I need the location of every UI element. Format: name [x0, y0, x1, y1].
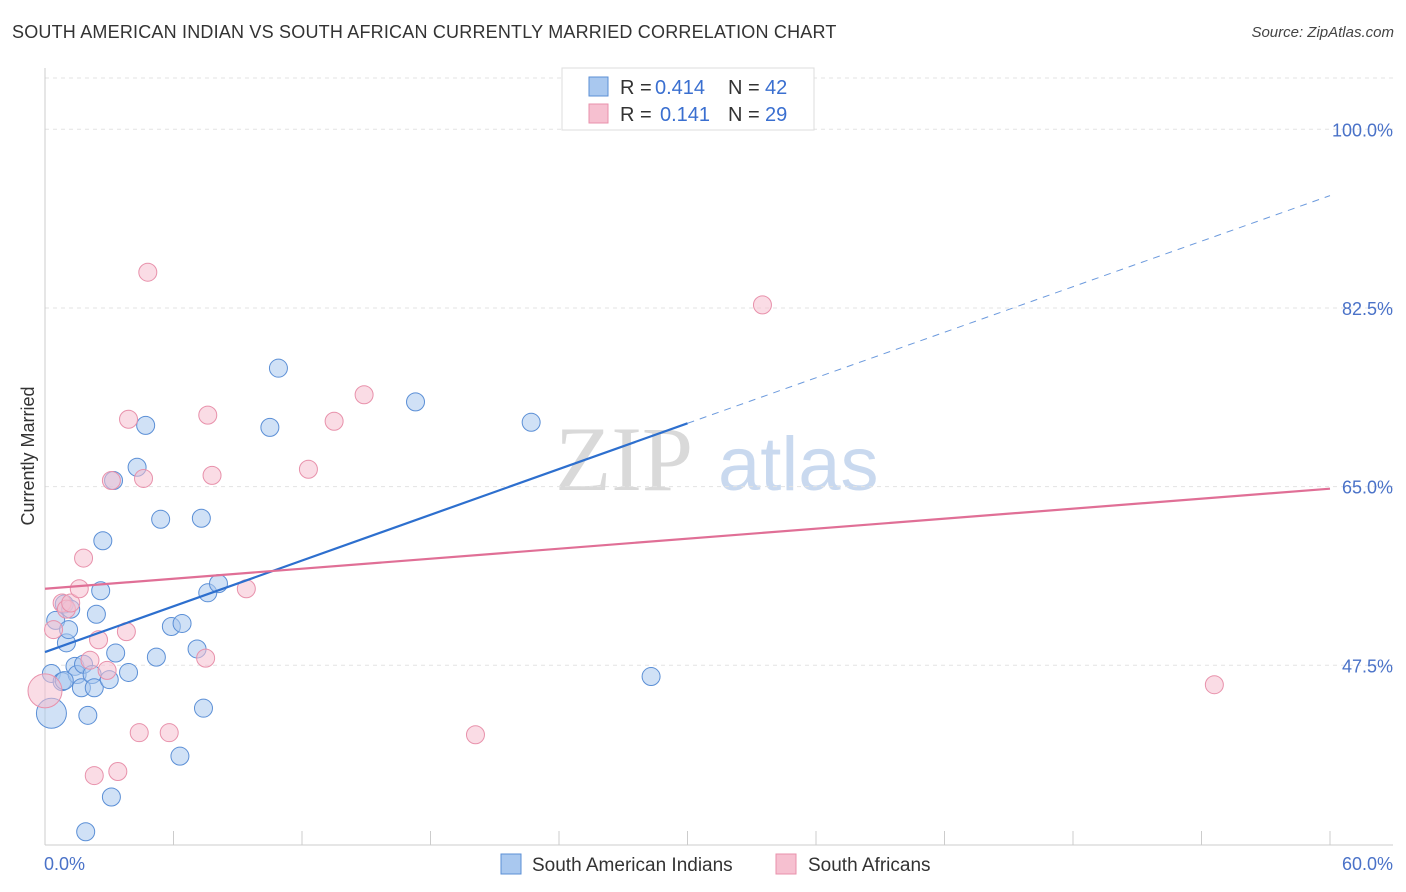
south-american-indians-point-37	[406, 392, 426, 412]
south-american-indians-point-26	[151, 509, 171, 529]
south-africans-point-10	[97, 660, 117, 680]
south-american-indians-point-39	[641, 667, 661, 687]
south-africans-point-20	[198, 405, 218, 425]
south-american-indians-point-32	[170, 746, 190, 766]
watermark: ZIP atlas	[555, 408, 879, 510]
x-tick-label-min: 0.0%	[44, 854, 85, 874]
legend-r-value-pink: 0.141	[660, 104, 710, 126]
south-american-indians-point-17	[93, 531, 113, 551]
south-american-indians-point-25	[146, 647, 166, 667]
south-africans-point-6	[74, 548, 94, 568]
south-africans-point-12	[108, 761, 128, 781]
south-africans-point-27	[752, 295, 772, 315]
y-tick-label-47-5: 47.5%	[1342, 656, 1393, 676]
south-american-indians-point-24	[136, 415, 156, 435]
series-south-american-indians-points	[35, 358, 661, 842]
trend-lines	[44, 195, 1331, 654]
x-tick-label-max: 60.0%	[1342, 854, 1393, 874]
south-africans-point-28	[1204, 675, 1224, 695]
x-ticks	[44, 831, 1331, 845]
y-tick-label-82-5: 82.5%	[1342, 299, 1393, 319]
series-legend-label-pink: South Africans	[808, 855, 931, 876]
stats-legend: R = 0.414 N = 42 R = 0.141 N = 29	[561, 67, 815, 131]
south-american-indians-point-12	[78, 705, 98, 725]
south-africans-point-17	[138, 262, 158, 282]
series-legend: South American Indians South Africans	[500, 853, 931, 876]
south-africans-point-24	[324, 411, 344, 431]
south-africans-point-8	[84, 766, 104, 786]
legend-n-label-blue: N =	[728, 77, 760, 99]
chart-title: SOUTH AMERICAN INDIAN VS SOUTH AFRICAN C…	[12, 22, 837, 42]
south-american-indians-point-21	[106, 643, 126, 663]
south-american-indians-point-38	[521, 412, 541, 432]
south-africans-point-25	[354, 385, 374, 405]
south-africans-point-16	[134, 468, 154, 488]
trend-line-blue-dashed	[687, 195, 1331, 424]
watermark-zip: ZIP	[555, 408, 693, 510]
trend-line-blue-solid	[44, 422, 688, 654]
legend-n-label-pink: N =	[728, 104, 760, 126]
south-american-indians-point-40	[76, 822, 96, 842]
south-africans-point-4	[61, 593, 81, 613]
y-tick-label-65: 65.0%	[1342, 478, 1393, 498]
source-label: Source: ZipAtlas.com	[1251, 24, 1394, 41]
south-american-indians-point-22	[119, 662, 139, 682]
south-american-indians-point-30	[191, 508, 211, 528]
series-legend-swatch-pink	[775, 853, 797, 875]
south-american-indians-point-15	[86, 604, 106, 624]
south-africans-point-18	[159, 723, 179, 743]
y-axis-label: Currently Married	[18, 386, 38, 525]
series-south-africans-points	[27, 262, 1224, 786]
south-africans-point-7	[80, 650, 100, 670]
south-american-indians-point-35	[260, 417, 280, 437]
south-africans-point-26	[465, 725, 485, 745]
legend-n-value-pink: 29	[765, 104, 787, 126]
south-american-indians-point-14	[84, 678, 104, 698]
south-africans-point-23	[298, 459, 318, 479]
south-american-indians-point-31	[193, 698, 213, 718]
y-tick-label-100: 100.0%	[1332, 120, 1393, 140]
legend-n-value-blue: 42	[765, 77, 787, 99]
series-legend-swatch-blue	[500, 853, 522, 875]
south-africans-point-0	[27, 673, 63, 709]
south-american-indians-point-16	[91, 581, 111, 601]
legend-r-label-blue: R =	[620, 77, 652, 99]
legend-r-label-pink: R =	[620, 104, 652, 126]
gridlines	[45, 77, 1393, 666]
legend-r-value-blue: 0.414	[655, 77, 705, 99]
south-africans-point-11	[101, 470, 121, 490]
series-legend-label-blue: South American Indians	[532, 855, 733, 876]
south-africans-point-19	[196, 648, 216, 668]
south-american-indians-point-28	[172, 613, 192, 633]
south-africans-point-1	[44, 620, 64, 640]
legend-swatch-pink	[588, 103, 609, 124]
legend-swatch-blue	[588, 76, 609, 97]
south-africans-point-5	[69, 579, 89, 599]
south-american-indians-point-36	[268, 358, 288, 378]
trend-line-pink	[44, 487, 1331, 590]
watermark-atlas: atlas	[718, 422, 879, 507]
south-american-indians-point-19	[101, 787, 121, 807]
south-africans-point-14	[119, 409, 139, 429]
south-africans-point-15	[129, 723, 149, 743]
south-africans-point-21	[202, 465, 222, 485]
y-tick-labels: 100.0% 82.5% 65.0% 47.5%	[1332, 120, 1393, 676]
